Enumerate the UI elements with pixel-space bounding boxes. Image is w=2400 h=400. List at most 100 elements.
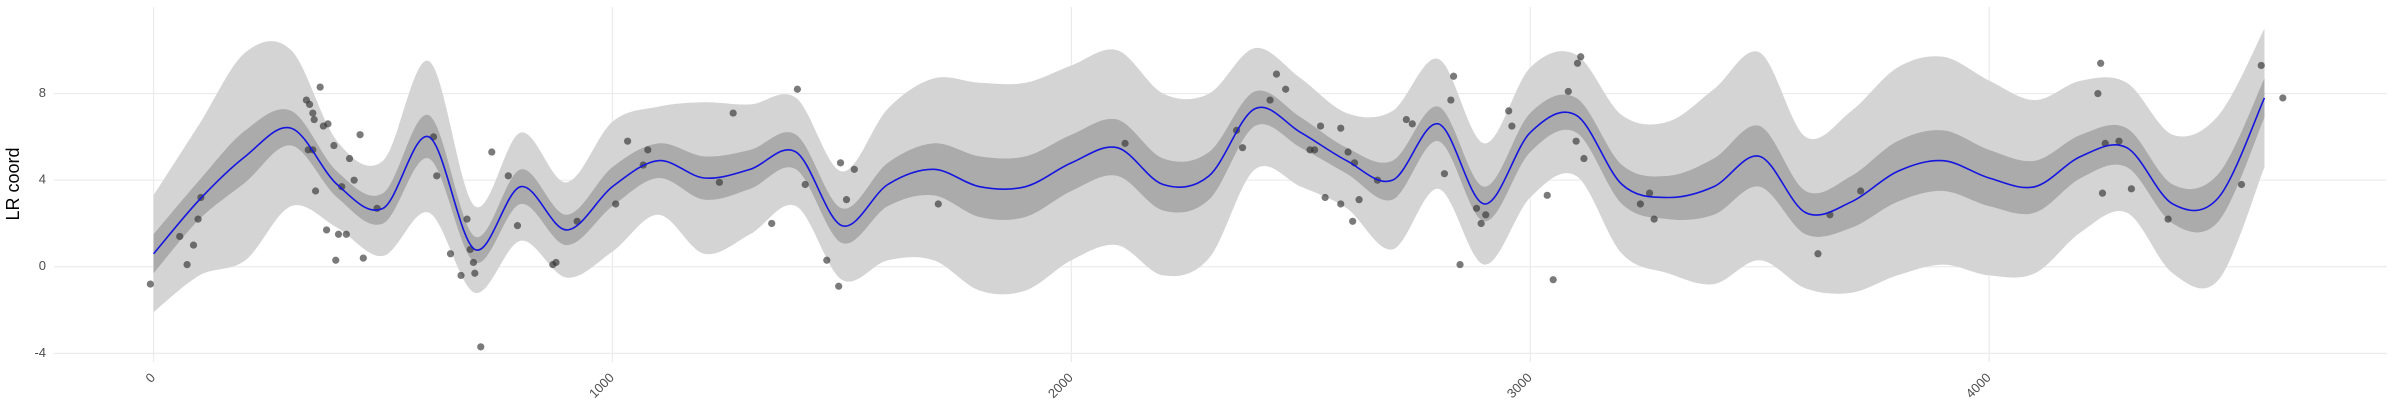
data-point (1508, 122, 1516, 130)
data-point (2097, 59, 2105, 67)
data-point (1572, 137, 1580, 145)
data-point (309, 109, 317, 117)
data-point (2279, 94, 2287, 102)
data-point (433, 172, 441, 180)
data-point (644, 146, 652, 154)
data-point (189, 241, 198, 249)
data-point (146, 280, 154, 288)
data-point (345, 154, 354, 163)
data-point (1121, 139, 1129, 147)
data-point (311, 187, 320, 195)
data-point (1577, 53, 1585, 61)
data-point (1456, 260, 1464, 269)
data-point (310, 115, 318, 124)
data-point (2094, 89, 2102, 98)
data-point (612, 200, 620, 208)
data-point (1337, 200, 1345, 208)
data-point (176, 232, 184, 241)
data-point (2127, 185, 2135, 193)
data-point (194, 215, 202, 223)
data-point (1282, 85, 1290, 93)
data-point (332, 256, 340, 264)
data-point (1321, 193, 1329, 202)
data-point (1543, 191, 1551, 199)
mean-line (152, 97, 2266, 255)
data-point (835, 282, 843, 290)
data-point (768, 219, 776, 228)
data-point (1447, 96, 1455, 104)
y-tick-label: 4 (39, 172, 46, 187)
data-point (934, 200, 942, 208)
data-point (1344, 148, 1352, 156)
data-point (552, 258, 560, 267)
data-point (342, 230, 350, 238)
data-point (488, 148, 496, 156)
data-point (504, 172, 512, 180)
data-point (338, 183, 346, 191)
data-point (801, 180, 809, 189)
data-point (316, 83, 324, 91)
data-point (1266, 96, 1274, 104)
data-point (1310, 146, 1319, 154)
data-point (1482, 211, 1490, 219)
data-point (1645, 189, 1654, 197)
data-point (823, 256, 831, 264)
data-point (2257, 61, 2265, 70)
data-point (2237, 180, 2246, 189)
data-point (2164, 215, 2172, 223)
data-point (1440, 170, 1449, 178)
data-point (446, 250, 455, 258)
data-point (1472, 204, 1481, 212)
data-point (2115, 137, 2123, 145)
data-point (1337, 124, 1345, 132)
data-point (1505, 107, 1513, 115)
data-point (1408, 120, 1416, 128)
data-point (359, 254, 367, 262)
data-point (836, 159, 845, 167)
data-point (1355, 196, 1363, 204)
data-point (842, 196, 851, 204)
y-tick-label: -4 (34, 345, 46, 360)
x-tick-label: 1000 (586, 370, 617, 400)
x-tick-label: 0 (142, 370, 158, 386)
y-axis-label: LR coord (3, 147, 23, 220)
data-point (471, 269, 479, 277)
data-point (463, 215, 471, 223)
data-point (2098, 189, 2107, 197)
data-point (322, 226, 331, 234)
data-point (1238, 144, 1247, 152)
data-point (1549, 276, 1557, 284)
data-point (715, 178, 723, 186)
data-point (1636, 200, 1644, 208)
y-tick-label: 0 (39, 258, 46, 273)
data-point (334, 230, 343, 238)
data-point (356, 131, 364, 139)
data-point (1650, 215, 1658, 223)
data-point (330, 141, 338, 150)
x-tick-label: 2000 (1045, 370, 1076, 400)
data-point (513, 222, 522, 230)
data-point (1450, 72, 1458, 80)
data-point (624, 137, 632, 145)
x-tick-label: 3000 (1504, 370, 1535, 400)
data-point (1477, 219, 1485, 228)
data-point (1402, 115, 1410, 124)
data-point (729, 109, 737, 117)
data-point (1564, 87, 1572, 96)
data-point (1814, 250, 1822, 258)
data-point (183, 260, 191, 269)
data-point (1272, 70, 1281, 78)
data-point (793, 85, 802, 93)
data-point (1857, 187, 1865, 195)
data-point (1349, 217, 1357, 225)
data-point (469, 258, 478, 267)
data-point (306, 100, 314, 109)
data-point (457, 271, 465, 280)
data-point (1316, 122, 1325, 130)
data-point (350, 176, 358, 184)
data-point (324, 120, 332, 128)
data-point (1580, 154, 1588, 163)
data-point (1573, 59, 1582, 67)
y-tick-label: 8 (39, 85, 46, 100)
